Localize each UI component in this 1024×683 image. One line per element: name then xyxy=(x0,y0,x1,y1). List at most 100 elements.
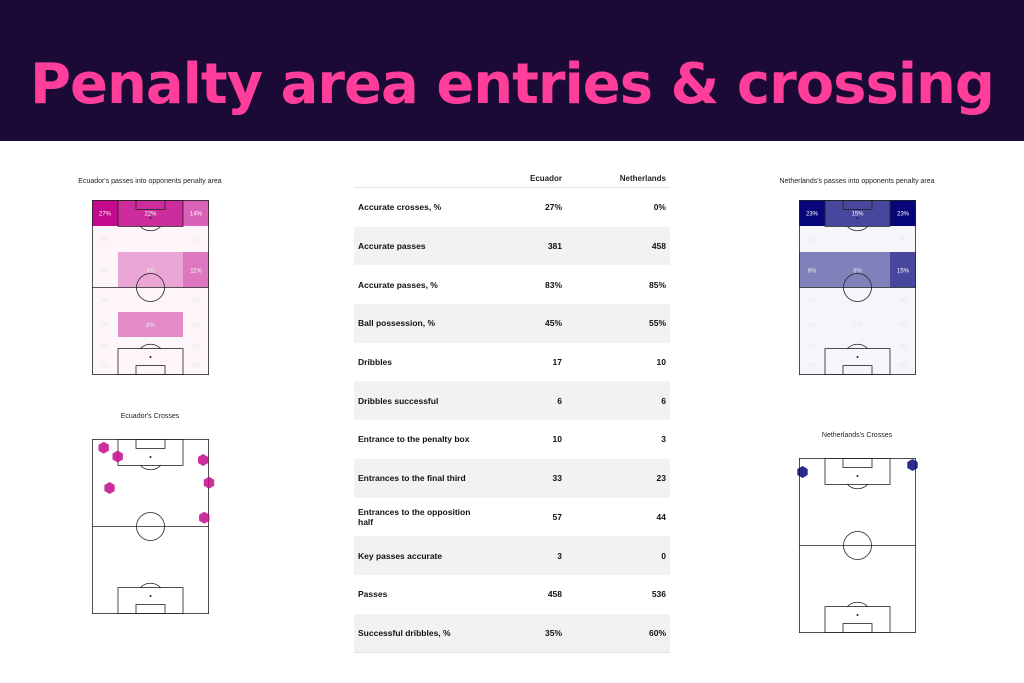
heat-zone-label: 0% xyxy=(192,364,201,370)
bottom-penalty-spot xyxy=(149,355,152,358)
heat-zone-label: 0% xyxy=(853,323,862,329)
ecuador-value: 45% xyxy=(544,318,562,329)
centre-circle xyxy=(136,512,165,541)
stat-label: Key passes accurate xyxy=(358,550,443,561)
heat-zone xyxy=(183,337,209,355)
heat-zone-label: 0% xyxy=(101,323,110,329)
cross-marker xyxy=(104,482,115,494)
pitch-lines xyxy=(799,458,916,634)
heat-zone-label: 0% xyxy=(101,345,110,351)
netherlands-value: 44 xyxy=(656,511,666,522)
table-row: Accurate passes, % 83% 85% xyxy=(354,265,670,304)
heat-zone xyxy=(825,355,890,375)
header-ecuador: Ecuador xyxy=(529,174,562,183)
heat-zone xyxy=(92,226,118,252)
heat-zone-label: 0% xyxy=(101,298,110,304)
ecuador-value: 6 xyxy=(557,395,562,406)
netherlands-crosses-pitch xyxy=(797,458,918,634)
ecuador-value: 35% xyxy=(544,627,562,638)
bottom-penalty-arc xyxy=(139,343,162,350)
stat-label: Successful dribbles, % xyxy=(358,627,451,638)
bottom-six-yard-box xyxy=(135,365,166,376)
heat-zone-label: 0% xyxy=(899,323,908,329)
heat-zone xyxy=(825,312,890,337)
netherlands-value: 85% xyxy=(648,279,666,290)
ecuador-value: 10 xyxy=(552,434,562,445)
top-penalty-spot xyxy=(856,474,859,477)
ecuador-heatmap: 27% 22% 14% 0% 0% 0% 4% 11% 0% 0% 0% 8% 0% 0% 0% 0% 0% xyxy=(92,200,209,376)
heat-zone-label: 0% xyxy=(899,345,908,351)
table-row: Entrances to the final third 33 23 xyxy=(354,458,670,498)
ecuador-value: 381 xyxy=(547,241,562,252)
table-row: Entrances to the opposition half 57 44 xyxy=(354,498,670,537)
heat-zone xyxy=(118,252,183,288)
netherlands-value: 3 xyxy=(661,434,666,445)
ecuador-value: 3 xyxy=(557,550,562,561)
ecuador-value: 57 xyxy=(552,511,562,522)
table-row: Accurate passes 381 458 xyxy=(354,226,670,266)
netherlands-value: 536 xyxy=(651,589,666,600)
bottom-penalty-arc xyxy=(139,582,162,589)
ecuador-value: 17 xyxy=(552,357,562,368)
table-row: Entrance to the penalty box 10 3 xyxy=(354,420,670,459)
heat-zone-label: 0% xyxy=(101,364,110,370)
ecuador-value: 33 xyxy=(552,473,562,484)
heat-zone xyxy=(92,252,118,288)
netherlands-value: 60% xyxy=(648,627,666,638)
ecuador-crosses-pitch xyxy=(92,439,215,615)
ecuador-crosses-title: Ecuador's Crosses xyxy=(120,413,180,420)
ecuador-value: 27% xyxy=(544,202,562,213)
heat-zone xyxy=(92,287,118,312)
ecuador-heatmap-title: Ecuador's passes into opponents penalty … xyxy=(78,178,222,185)
stat-label: Dribbles successful xyxy=(358,395,439,406)
title-banner: Penalty area entries & crossing xyxy=(0,0,1024,141)
heat-zone-label: 0% xyxy=(899,238,908,244)
bottom-penalty-spot xyxy=(856,355,859,358)
top-penalty-arc xyxy=(846,225,869,232)
table-row: Dribbles successful 6 6 xyxy=(354,381,670,421)
top-penalty-arc xyxy=(846,483,869,490)
bottom-six-yard-box xyxy=(135,604,166,615)
heat-zone-label: 0% xyxy=(808,323,817,329)
heat-zone xyxy=(92,337,118,355)
top-penalty-spot xyxy=(149,216,152,219)
heat-zone xyxy=(890,287,916,312)
bottom-penalty-box xyxy=(824,606,891,634)
bottom-penalty-spot xyxy=(149,594,152,597)
stat-label: Dribbles xyxy=(358,357,393,368)
heat-zone-label: 0% xyxy=(899,364,908,370)
top-six-yard-box xyxy=(842,200,873,210)
header-netherlands: Netherlands xyxy=(619,174,666,183)
heat-zone xyxy=(92,200,118,226)
cross-marker xyxy=(907,459,918,471)
netherlands-value: 10 xyxy=(656,357,666,368)
stat-label: Ball possession, % xyxy=(358,318,435,329)
netherlands-value: 23 xyxy=(656,473,666,484)
heat-zone-label: 0% xyxy=(899,298,908,304)
top-six-yard-box xyxy=(135,439,166,449)
heat-zone xyxy=(799,200,825,226)
cross-marker xyxy=(199,511,210,524)
table-row: Dribbles 17 10 xyxy=(354,343,670,382)
heat-zone xyxy=(825,200,890,226)
heat-zone-label: 0% xyxy=(192,345,201,351)
heat-zone-label: 11% xyxy=(190,268,202,274)
heat-zone xyxy=(118,312,183,337)
table-row: Key passes accurate 3 0 xyxy=(354,536,670,575)
netherlands-value: 0 xyxy=(661,550,666,561)
top-penalty-box xyxy=(824,458,891,485)
bottom-penalty-box xyxy=(117,587,184,615)
stats-table: Ecuador Netherlands Accurate crosses, % 2… xyxy=(354,168,670,654)
stat-label: Entrance to the penalty box xyxy=(358,434,470,445)
heat-zone xyxy=(118,337,183,355)
table-row: Passes 458 536 xyxy=(354,575,670,614)
heat-zone-label: 0% xyxy=(808,345,817,351)
heat-zone xyxy=(183,312,209,337)
centre-circle xyxy=(843,273,872,302)
heat-zone xyxy=(183,226,209,252)
heat-zone-label: 0% xyxy=(808,298,817,304)
table-row: Ball possession, % 45% 55% xyxy=(354,304,670,343)
stat-label: Entrances to the final third xyxy=(358,473,466,484)
page-title: Penalty area entries & crossing xyxy=(30,52,995,117)
bottom-penalty-arc xyxy=(846,601,869,608)
